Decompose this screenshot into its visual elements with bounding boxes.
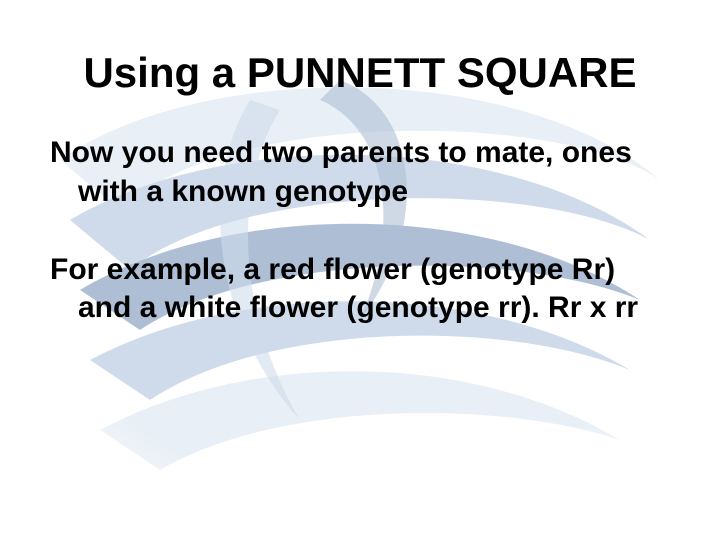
- slide-content: Using a PUNNETT SQUARE Now you need two …: [0, 0, 720, 328]
- slide-paragraph-1: Now you need two parents to mate, ones w…: [50, 134, 670, 211]
- slide-title: Using a PUNNETT SQUARE: [50, 50, 670, 96]
- slide-paragraph-2: For example, a red flower (genotype Rr) …: [50, 251, 670, 328]
